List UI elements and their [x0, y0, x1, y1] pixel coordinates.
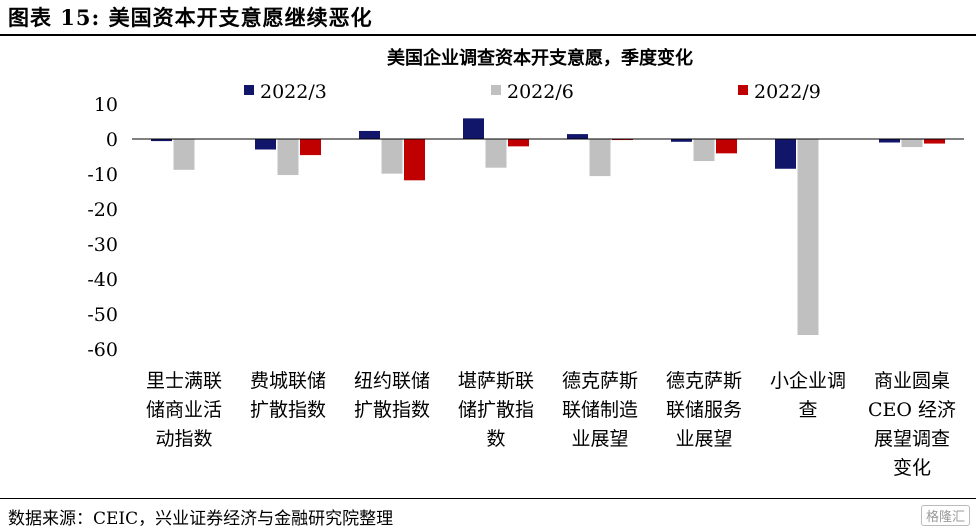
x-tick-label: 小企业调	[770, 370, 846, 392]
x-tick-label: 扩散指数	[250, 399, 326, 421]
legend-swatch	[244, 85, 254, 95]
legend-label: 2022/9	[754, 81, 821, 103]
bar	[901, 139, 923, 148]
bar-chart: 美国企业调查资本开支意愿，季度变化 2022/3 2022/6 2022/9 10 0…	[87, 47, 964, 479]
y-tick-label: 10	[94, 94, 118, 116]
bar	[359, 130, 380, 139]
bar	[463, 118, 484, 139]
y-tick-label: -30	[87, 234, 118, 256]
x-tick-label: 联储制造	[562, 399, 638, 421]
bars	[151, 118, 945, 335]
legend-label: 2022/6	[507, 81, 574, 103]
watermark-logo: 格隆汇	[920, 505, 970, 526]
legend-label: 2022/3	[260, 81, 327, 103]
x-tick-label: 业展望	[675, 428, 732, 450]
bar	[797, 139, 819, 335]
bar	[671, 139, 692, 142]
x-tick-label: 堪萨斯联	[458, 370, 534, 392]
x-tick-label: 查	[798, 399, 817, 421]
source-note: 数据来源：CEIC，兴业证券经济与金融研究院整理	[8, 509, 394, 529]
x-tick-label: 动指数	[155, 428, 212, 450]
x-tick-label: 德克萨斯	[666, 370, 742, 392]
y-tick-label: -50	[87, 304, 118, 326]
x-tick-label: CEO 经济	[868, 399, 956, 421]
x-tick-label: 德克萨斯	[562, 370, 638, 392]
x-tick-label: 数	[486, 428, 505, 450]
bottom-rule	[0, 498, 976, 499]
bar	[300, 139, 321, 156]
y-tick-label: -60	[87, 339, 118, 361]
x-tick-label: 储扩散指	[458, 399, 534, 421]
bar	[924, 139, 945, 144]
x-tick-label: 纽约联储	[354, 370, 430, 392]
bar	[381, 139, 403, 174]
bar	[151, 139, 172, 142]
top-rule	[0, 34, 976, 36]
y-tick-label: -20	[87, 199, 118, 221]
x-tick-label: 里士满联	[146, 370, 222, 392]
x-tick-label: 联储服务	[666, 399, 742, 421]
x-tick-label: 储商业活	[146, 399, 222, 421]
figure-title: 图表 15: 美国资本开支意愿继续恶化	[8, 5, 373, 30]
bar	[485, 139, 507, 168]
y-tick-label: 0	[106, 129, 118, 151]
legend-swatch	[491, 85, 501, 95]
x-tick-label: 费城联储	[250, 370, 326, 392]
bar	[693, 139, 715, 162]
bar	[775, 139, 796, 169]
x-tick-label: 扩散指数	[354, 399, 430, 421]
y-axis: 10 0 -10 -20 -30 -40 -50 -60	[87, 94, 118, 361]
y-tick-label: -40	[87, 269, 118, 291]
chart-title: 美国企业调查资本开支意愿，季度变化	[387, 47, 693, 69]
bar	[716, 139, 737, 154]
x-tick-label: 变化	[893, 457, 931, 479]
bar	[879, 139, 900, 143]
bar	[612, 139, 633, 141]
x-tick-label: 业展望	[571, 428, 628, 450]
bar	[567, 134, 588, 139]
bar	[255, 139, 276, 150]
legend-swatch	[738, 85, 748, 95]
bar	[404, 139, 425, 181]
chart-legend: 2022/3 2022/6 2022/9	[244, 81, 821, 103]
bar	[508, 139, 529, 147]
x-tick-label: 展望调查	[874, 428, 950, 450]
bar	[589, 139, 611, 177]
bar	[277, 139, 299, 176]
bar	[173, 139, 195, 170]
x-tick-label: 商业圆桌	[874, 370, 950, 392]
y-tick-label: -10	[87, 164, 118, 186]
